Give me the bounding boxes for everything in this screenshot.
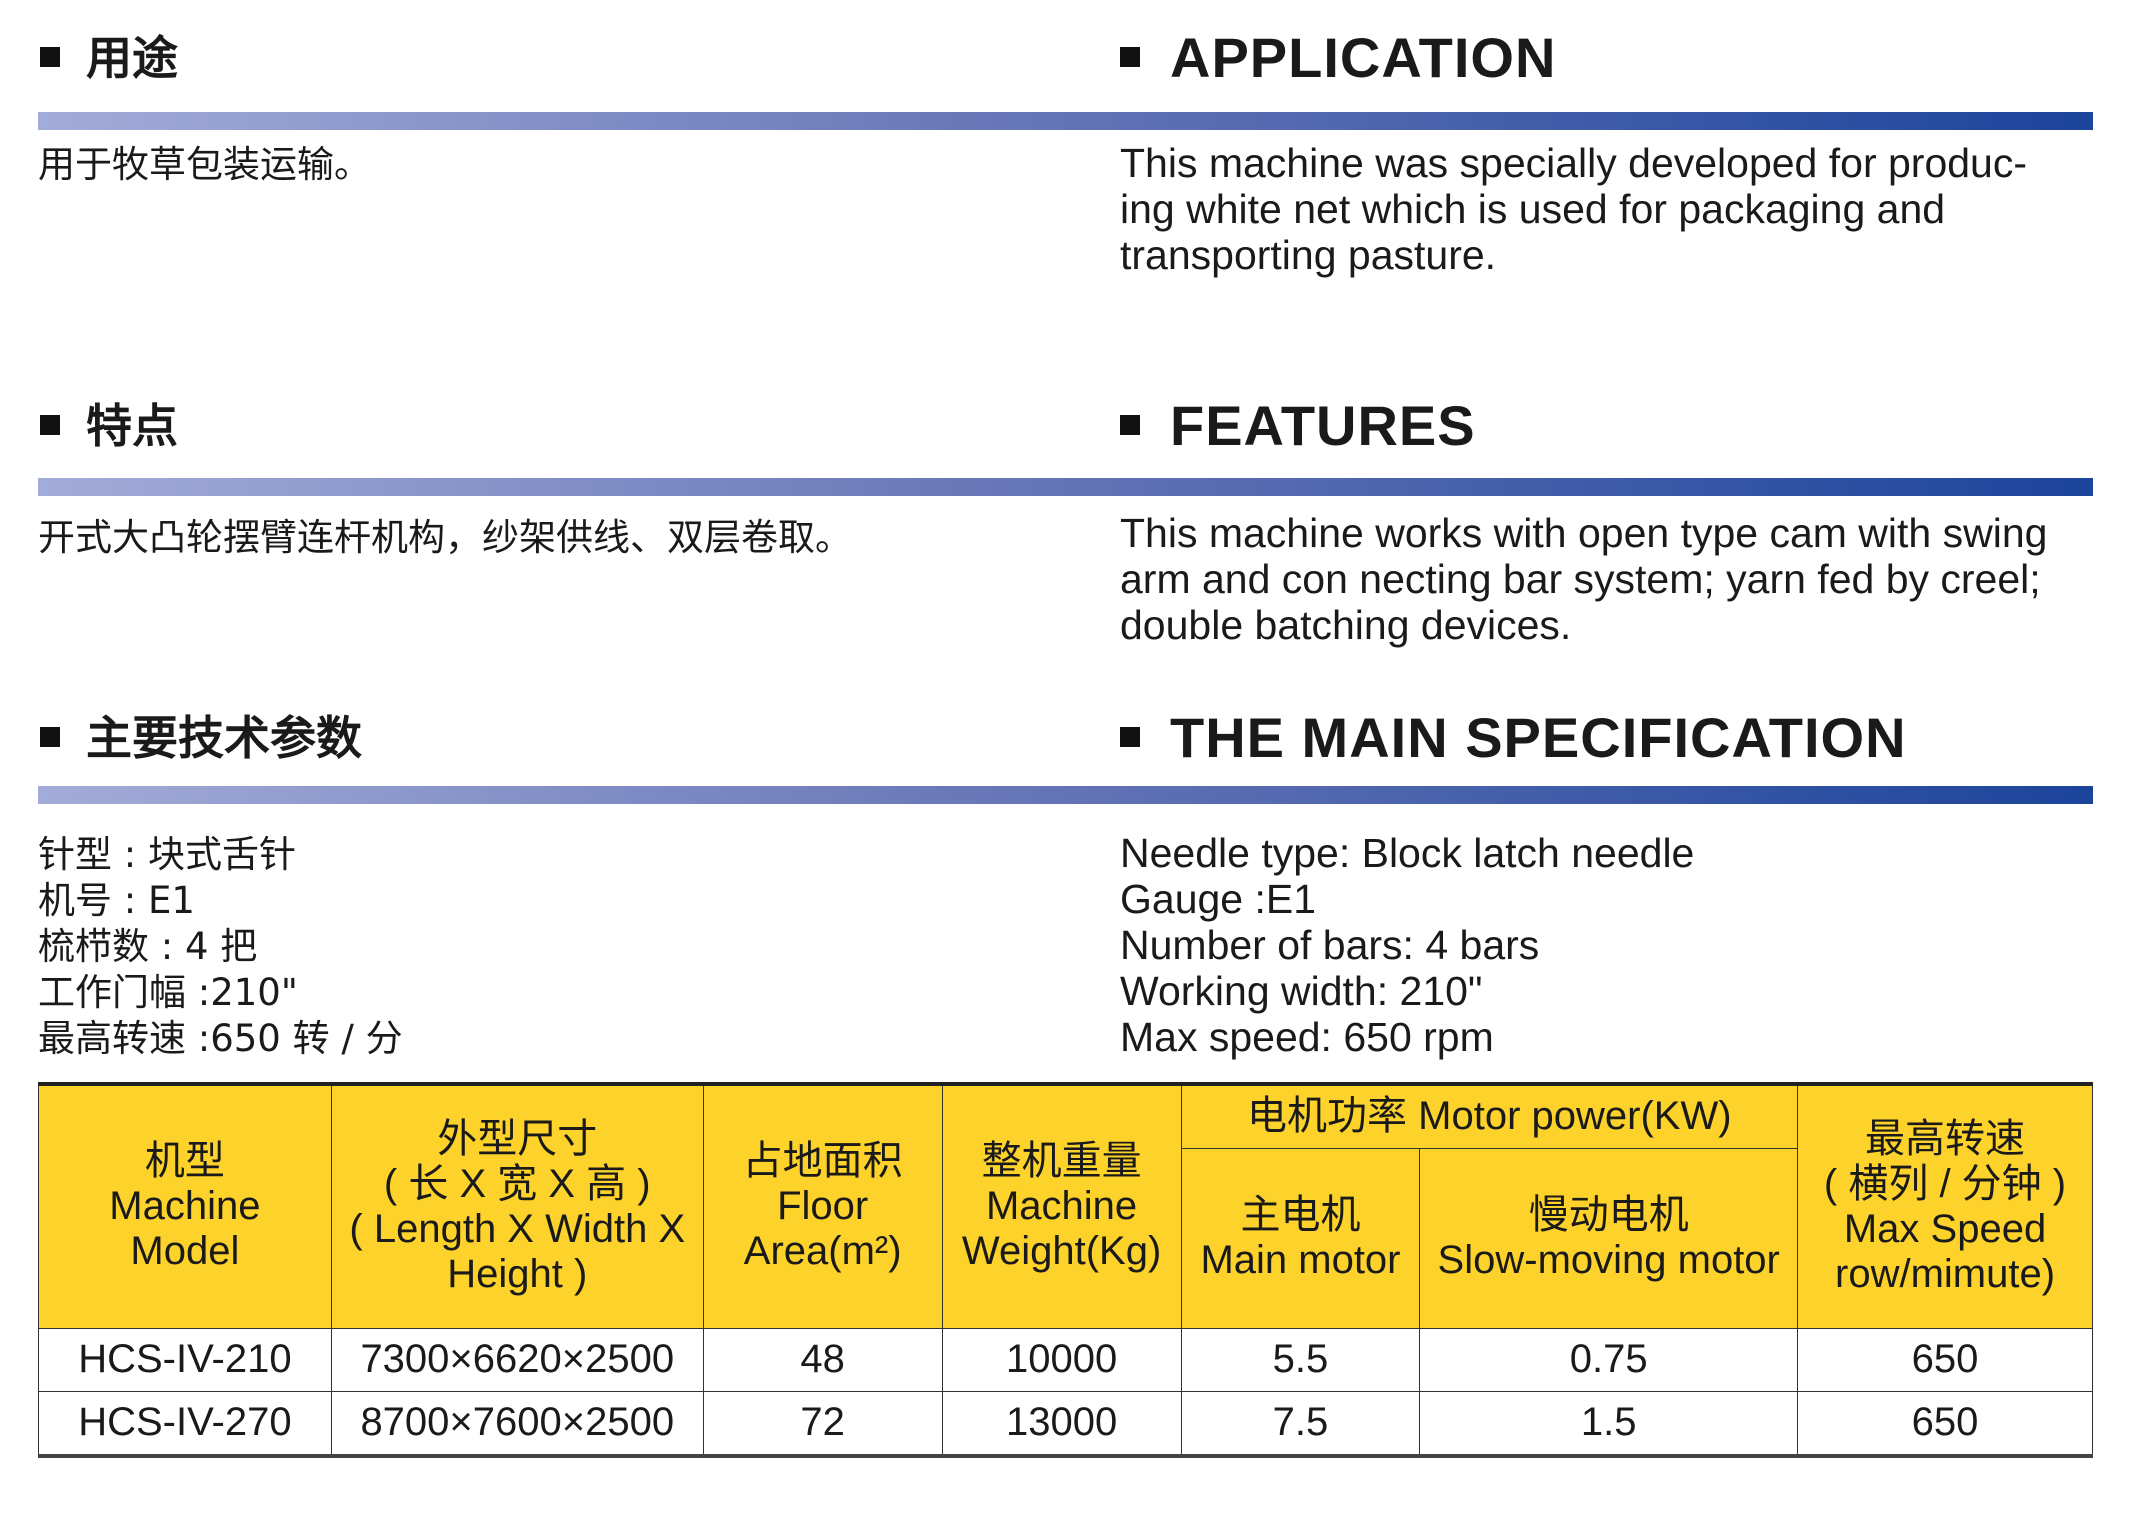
spec-line: Needle type: Block latch needle xyxy=(1120,830,1695,876)
cell-floor-area: 72 xyxy=(702,1390,943,1456)
body-cn-application: 用于牧草包装运输。 xyxy=(38,142,371,188)
bullet-square-icon xyxy=(40,415,60,435)
spec-list-en: Needle type: Block latch needle Gauge :E… xyxy=(1120,830,1694,1060)
cell-slow-motor: 1.5 xyxy=(1419,1390,1799,1456)
header-main-motor: 主电机 Main motor xyxy=(1180,1147,1421,1329)
spec-list-cn: 针型 : 块式舌针 机号 : E1 梳栉数 : 4 把 工作门幅 :210" 最… xyxy=(38,832,403,1062)
table-row: HCS-IV-210 7300×6620×2500 48 10000 5.5 0… xyxy=(38,1327,2093,1392)
section-divider-bar xyxy=(38,112,2093,130)
spec-line: Working width: 210" xyxy=(1120,968,1483,1014)
body-en-application: This machine was specially developed for… xyxy=(1120,140,2027,278)
heading-cn-application: 用途 xyxy=(86,31,178,85)
specification-table: 机型 Machine Model 外型尺寸( 长 X 宽 X 高 )( Length… xyxy=(38,1082,2093,1458)
text-line: 开式大凸轮摆臂连杆机构，纱架供线、双层卷取。 xyxy=(38,516,852,559)
text-line: 用于牧草包装运输。 xyxy=(38,143,371,186)
bullet-square-icon xyxy=(40,47,60,67)
spec-line: Max speed: 650 rpm xyxy=(1120,1014,1494,1060)
spec-line: 机号 : E1 xyxy=(38,879,195,922)
heading-en-application: APPLICATION xyxy=(1170,26,1557,89)
bullet-square-icon xyxy=(1120,47,1140,67)
cell-max-speed: 650 xyxy=(1797,1390,2093,1456)
table-row: HCS-IV-270 8700×7600×2500 72 13000 7.5 1… xyxy=(38,1390,2093,1456)
cell-weight: 13000 xyxy=(941,1390,1182,1456)
header-slow-motor: 慢动电机 Slow-moving motor xyxy=(1419,1147,1799,1329)
spec-line: 梳栉数 : 4 把 xyxy=(38,925,258,968)
header-floor-area: 占地面积 Floor Area(m²) xyxy=(702,1083,943,1329)
spec-line: Number of bars: 4 bars xyxy=(1120,922,1540,968)
header-model: 机型 Machine Model xyxy=(38,1083,332,1329)
spec-line: 针型 : 块式舌针 xyxy=(38,833,296,876)
spec-line: 工作门幅 :210" xyxy=(38,971,298,1014)
header-motor-power: 电机功率 Motor power(KW) xyxy=(1180,1083,1799,1149)
header-dimensions: 外型尺寸( 长 X 宽 X 高 )( Length X Width X Heigh… xyxy=(330,1083,704,1329)
text-line: ing white net which is used for packagin… xyxy=(1120,186,1946,232)
cell-weight: 10000 xyxy=(941,1327,1182,1392)
body-en-features: This machine works with open type cam wi… xyxy=(1120,510,2047,648)
section-divider-bar xyxy=(38,786,2093,804)
heading-en-specification: THE MAIN SPECIFICATION xyxy=(1170,706,1907,769)
text-line: double batching devices. xyxy=(1120,602,1572,648)
bullet-square-icon xyxy=(1120,415,1140,435)
cell-dimensions: 8700×7600×2500 xyxy=(330,1390,704,1456)
cell-main-motor: 5.5 xyxy=(1180,1327,1421,1392)
cell-floor-area: 48 xyxy=(702,1327,943,1392)
cell-model: HCS-IV-270 xyxy=(38,1390,332,1456)
cell-slow-motor: 0.75 xyxy=(1419,1327,1799,1392)
bullet-square-icon xyxy=(40,727,60,747)
spec-line: 最高转速 :650 转 / 分 xyxy=(38,1017,403,1060)
cell-max-speed: 650 xyxy=(1797,1327,2093,1392)
heading-en-features: FEATURES xyxy=(1170,394,1476,457)
heading-cn-specification: 主要技术参数 xyxy=(86,711,362,765)
text-line: arm and con necting bar system; yarn fed… xyxy=(1120,556,2041,602)
bullet-square-icon xyxy=(1120,727,1140,747)
text-line: This machine was specially developed for… xyxy=(1120,140,2028,186)
cell-model: HCS-IV-210 xyxy=(38,1327,332,1392)
header-max-speed: 最高转速( 横列 / 分钟 ) Max Speed row/mimute) xyxy=(1797,1083,2093,1329)
section-divider-bar xyxy=(38,478,2093,496)
header-weight: 整机重量 Machine Weight(Kg) xyxy=(941,1083,1182,1329)
heading-cn-features: 特点 xyxy=(86,399,178,453)
cell-dimensions: 7300×6620×2500 xyxy=(330,1327,704,1392)
text-line: This machine works with open type cam wi… xyxy=(1120,510,2048,556)
spec-line: Gauge :E1 xyxy=(1120,876,1317,922)
text-line: transporting pasture. xyxy=(1120,232,1497,278)
cell-main-motor: 7.5 xyxy=(1180,1390,1421,1456)
body-cn-features: 开式大凸轮摆臂连杆机构，纱架供线、双层卷取。 xyxy=(38,515,852,561)
